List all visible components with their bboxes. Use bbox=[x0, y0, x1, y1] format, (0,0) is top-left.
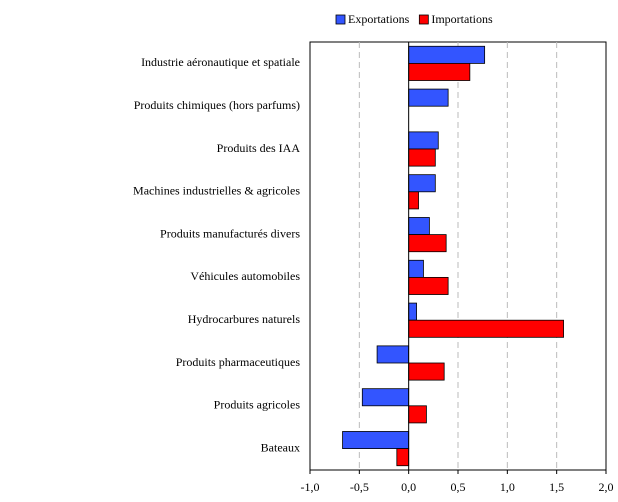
bar bbox=[408, 131, 439, 150]
bar bbox=[408, 63, 471, 81]
bar bbox=[408, 174, 436, 193]
x-tick-label: -0,5 bbox=[350, 480, 369, 494]
bar bbox=[342, 431, 410, 450]
category-label: Véhicules automobiles bbox=[190, 269, 300, 283]
category-label: Produits chimiques (hors parfums) bbox=[134, 98, 300, 112]
x-tick-label: 1,0 bbox=[500, 480, 515, 494]
x-tick-label: -1,0 bbox=[301, 480, 320, 494]
bar bbox=[408, 88, 449, 107]
bar bbox=[396, 448, 410, 467]
bar bbox=[376, 345, 410, 364]
bar bbox=[408, 259, 424, 278]
bar bbox=[408, 302, 417, 321]
legend-swatch bbox=[335, 14, 346, 25]
legend-swatch bbox=[418, 14, 429, 25]
legend-label: Importations bbox=[431, 12, 493, 26]
bar bbox=[408, 148, 436, 167]
category-label: Produits agricoles bbox=[214, 398, 301, 412]
bar bbox=[361, 388, 410, 407]
bar bbox=[408, 217, 430, 235]
x-tick-label: 0,5 bbox=[451, 480, 466, 494]
x-tick-label: 0,0 bbox=[401, 480, 416, 494]
category-label: Hydrocarbures naturels bbox=[188, 312, 301, 326]
category-label: Bateaux bbox=[261, 440, 300, 454]
category-label: Industrie aéronautique et spatiale bbox=[141, 55, 300, 69]
bar bbox=[408, 362, 445, 381]
category-label: Machines industrielles & agricoles bbox=[133, 184, 300, 198]
x-tick-label: 1,5 bbox=[549, 480, 564, 494]
bar bbox=[408, 276, 449, 295]
category-label: Produits des IAA bbox=[217, 141, 301, 155]
bar bbox=[408, 405, 427, 424]
bar bbox=[408, 191, 419, 210]
legend-label: Exportations bbox=[348, 12, 410, 26]
category-label: Produits manufacturés divers bbox=[160, 226, 300, 240]
bar bbox=[408, 319, 564, 338]
bar bbox=[408, 45, 486, 64]
bar bbox=[408, 234, 447, 253]
x-tick-label: 2,0 bbox=[599, 480, 614, 494]
category-label: Produits pharmaceutiques bbox=[176, 355, 301, 369]
